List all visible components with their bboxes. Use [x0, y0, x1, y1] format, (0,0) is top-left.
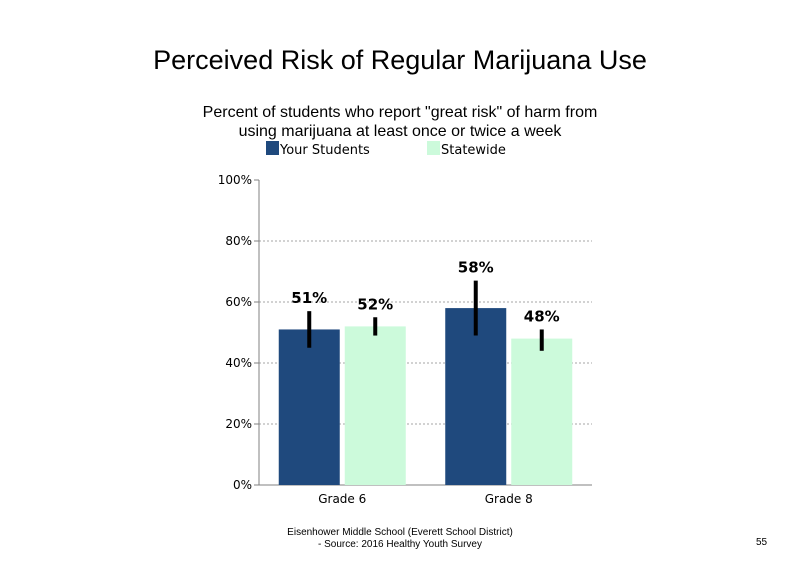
bar: [445, 308, 507, 485]
bar: [278, 329, 340, 485]
data-label: 52%: [357, 295, 393, 313]
bar: [344, 326, 406, 485]
y-tick-label: 20%: [225, 417, 252, 431]
x-tick-label: Grade 6: [318, 492, 366, 506]
y-tick-label: 60%: [225, 295, 252, 309]
chart-subtitle: Percent of students who report "great ri…: [202, 104, 598, 140]
y-tick-label: 80%: [225, 234, 252, 248]
legend-label: Your Students: [279, 143, 370, 158]
legend-swatch: [266, 141, 279, 155]
footer-source: - Source: 2016 Healthy Youth Survey: [318, 539, 482, 550]
page-number: 55: [756, 537, 768, 548]
y-tick-label: 100%: [218, 173, 252, 187]
x-tick-label: Grade 8: [485, 492, 533, 506]
footer-school: Eisenhower Middle School (Everett School…: [287, 527, 513, 538]
y-tick-label: 0%: [233, 478, 252, 492]
data-label: 51%: [291, 289, 327, 307]
legend-swatch: [427, 141, 440, 155]
chart-title: Perceived Risk of Regular Marijuana Use: [153, 45, 647, 75]
y-tick-label: 40%: [225, 356, 252, 370]
source-footer: Eisenhower Middle School (Everett School…: [260, 527, 540, 551]
legend-label: Statewide: [441, 143, 506, 158]
data-label: 58%: [458, 259, 494, 277]
bar: [511, 338, 573, 485]
data-label: 48%: [524, 307, 560, 325]
